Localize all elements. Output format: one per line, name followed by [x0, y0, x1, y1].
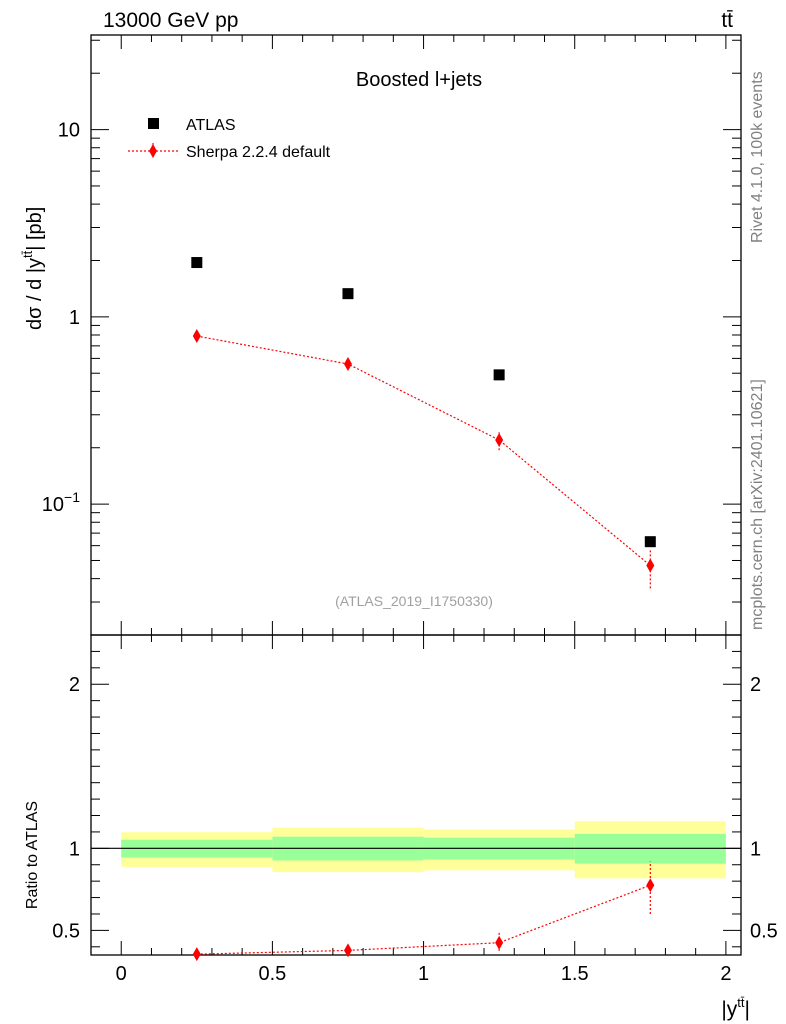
legend-atlas-marker: [148, 118, 159, 129]
analysis-id-label: (ATLAS_2019_I1750330): [335, 593, 493, 609]
upper-y-tick-label: 10−1: [42, 489, 80, 516]
upper-y-tick-label: 1: [69, 307, 80, 329]
x-tick-label: 1.5: [561, 963, 589, 985]
x-tick-label: 2: [720, 963, 731, 985]
legend-atlas-label: ATLAS: [186, 117, 236, 134]
lower-y-tick-label-right: 1: [750, 838, 761, 860]
sherpa-line: [196, 335, 651, 566]
sherpa-point: [495, 432, 504, 447]
upper-y-axis-label: dσ / d |ytt̄| [pb]: [20, 207, 46, 330]
x-tick-label: 0: [116, 963, 127, 985]
chart-title: Boosted l+jets: [356, 69, 482, 91]
ratio-frame: [90, 634, 742, 956]
sherpa-point: [343, 357, 352, 372]
atlas-point: [191, 257, 203, 269]
lower-y-tick-label: 2: [69, 674, 80, 696]
lower-y-tick-label: 0.5: [52, 920, 80, 942]
main-panel: Boosted l+jets (ATLAS_2019_I1750330) dσ …: [20, 34, 742, 636]
ratio-sherpa-point: [495, 935, 504, 950]
ratio-sherpa-point: [192, 947, 201, 962]
lower-y-tick-label-right: 0.5: [750, 920, 778, 942]
legend-sherpa-label: Sherpa 2.2.4 default: [186, 144, 331, 161]
ratio-panel: Ratio to ATLAS |ytt̄| 0 0.5 1 1.5 2 0.5 0.5 1 1 2…: [24, 634, 778, 1021]
atlas-point: [342, 288, 354, 300]
source-label: mcplots.cern.ch [arXiv:2401.10621]: [749, 379, 766, 630]
ratio-y-axis-label: Ratio to ATLAS: [24, 801, 41, 909]
legend-sherpa-marker: [149, 144, 157, 158]
rivet-version-label: Rivet 4.1.0, 100k events: [749, 71, 766, 243]
x-axis-label: |ytt̄|: [721, 995, 750, 1021]
x-tick-label: 0.5: [258, 963, 286, 985]
sherpa-point: [646, 558, 655, 573]
sherpa-point: [192, 329, 201, 344]
atlas-point: [644, 536, 656, 548]
lower-y-tick-label-right: 2: [750, 674, 761, 696]
header-energy-label: 13000 GeV pp: [103, 9, 238, 32]
atlas-point: [493, 369, 505, 381]
legend: ATLAS Sherpa 2.2.4 default: [128, 117, 331, 161]
upper-y-tick-label: 10: [58, 120, 80, 142]
ratio-sherpa-point: [343, 943, 352, 958]
header-process-label: tt̄: [721, 9, 733, 32]
x-tick-label: 1: [418, 963, 429, 985]
ratio-sherpa-point: [646, 878, 655, 893]
lower-y-tick-label: 1: [69, 838, 80, 860]
